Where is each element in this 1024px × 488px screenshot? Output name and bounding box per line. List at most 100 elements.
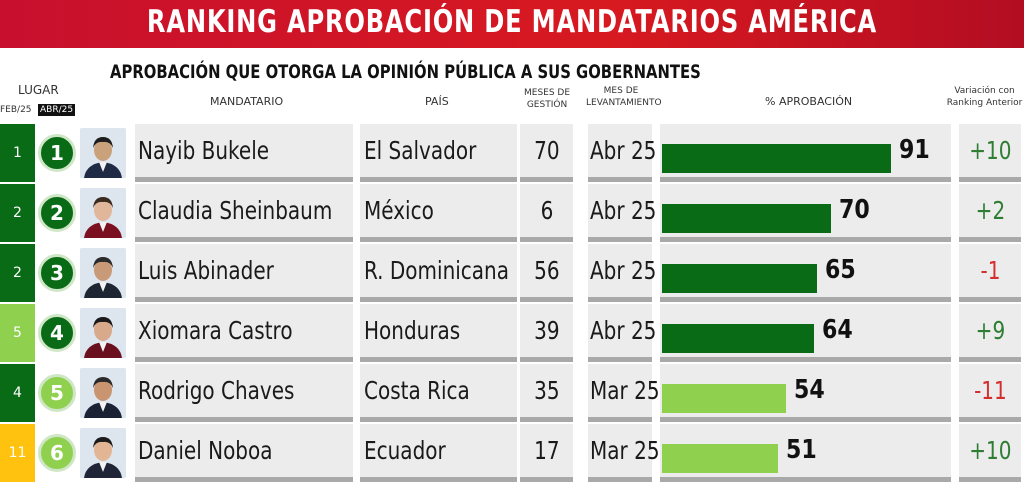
approval-value-text: 65: [825, 255, 856, 285]
approval-cell: 91: [660, 124, 951, 182]
subtitle: APROBACIÓN QUE OTORGA LA OPINIÓN PÚBLICA…: [110, 61, 701, 83]
lugar-header: LUGAR: [18, 83, 59, 97]
ranking-variation-text: +10: [968, 136, 1012, 165]
mandatario-header: MANDATARIO: [210, 95, 284, 108]
ranking-variation: +2: [959, 184, 1021, 242]
country-text: Costa Rica: [364, 376, 470, 405]
approval-bar: [662, 144, 891, 173]
approval-cell: 65: [660, 244, 951, 302]
previous-rank: 4: [0, 364, 35, 422]
previous-rank: 2: [0, 184, 35, 242]
months-in-office: 17: [520, 424, 573, 482]
leader-name-text: Luis Abinader: [138, 256, 274, 285]
approval-value: 51: [786, 435, 822, 465]
country-text: R. Dominicana: [364, 256, 509, 285]
survey-month-text: Mar 25: [590, 436, 660, 465]
leader-name-text: Claudia Sheinbaum: [138, 196, 333, 225]
approval-value-text: 64: [822, 315, 853, 345]
title-banner: RANKING APROBACIÓN DE MANDATARIOS AMÉRIC…: [0, 0, 1024, 52]
country-text: Ecuador: [364, 436, 446, 465]
ranking-variation-text: +2: [975, 196, 1005, 225]
avatar: [80, 248, 126, 298]
leader-name-text: Daniel Noboa: [138, 436, 273, 465]
leader-name: Xiomara Castro: [135, 304, 353, 362]
ranking-variation: +10: [959, 124, 1021, 182]
approval-value-text: 70: [839, 195, 870, 225]
survey-month: Abr 25: [588, 184, 656, 242]
pais-header: PAÍS: [425, 95, 449, 108]
months-in-office-text: 17: [533, 436, 560, 465]
approval-bar: [662, 384, 786, 413]
table-row: 5 4 Xiomara Castro Honduras 39 Abr 25 64 +9: [0, 304, 1024, 362]
country: R. Dominicana: [360, 244, 517, 302]
approval-cell: 54: [660, 364, 951, 422]
approval-value: 54: [794, 375, 830, 405]
approval-value: 65: [825, 255, 861, 285]
approval-value: 91: [899, 135, 935, 165]
months-in-office-text: 39: [533, 316, 560, 345]
current-rank-badge: 4: [38, 314, 76, 352]
mes-levantamiento-header: MES DE LEVANTAMIENTO: [586, 86, 662, 108]
leader-name: Nayib Bukele: [135, 124, 353, 182]
leader-name: Daniel Noboa: [135, 424, 353, 482]
approval-value-text: 91: [899, 135, 930, 165]
leader-name-text: Xiomara Castro: [138, 316, 293, 345]
table-row: 2 2 Claudia Sheinbaum México 6 Abr 25 70 +2: [0, 184, 1024, 242]
survey-month-text: Abr 25: [590, 196, 657, 225]
avatar: [80, 368, 126, 418]
country: Ecuador: [360, 424, 517, 482]
approval-bar: [662, 324, 814, 353]
ranking-variation-text: +9: [975, 316, 1005, 345]
current-period-header: ABR/25: [38, 104, 76, 116]
table-row: 4 5 Rodrigo Chaves Costa Rica 35 Mar 25 54 -11: [0, 364, 1024, 422]
previous-rank: 1: [0, 124, 35, 182]
previous-rank: 11: [0, 424, 35, 482]
survey-month: Abr 25: [588, 244, 656, 302]
months-in-office: 6: [520, 184, 573, 242]
country: El Salvador: [360, 124, 517, 182]
current-rank-badge: 2: [38, 194, 76, 232]
leader-name-text: Nayib Bukele: [138, 136, 270, 165]
aprobacion-header: % APROBACIÓN: [765, 95, 853, 108]
months-in-office: 70: [520, 124, 573, 182]
survey-month: Abr 25: [588, 304, 656, 362]
ranking-variation-text: +10: [968, 436, 1012, 465]
months-in-office: 39: [520, 304, 573, 362]
avatar: [80, 188, 126, 238]
current-rank-badge: 5: [38, 374, 76, 412]
months-in-office-text: 35: [533, 376, 560, 405]
survey-month-text: Abr 25: [590, 136, 657, 165]
previous-rank: 5: [0, 304, 35, 362]
table-row: 1 1 Nayib Bukele El Salvador 70 Abr 25 91 +10: [0, 124, 1024, 182]
ranking-variation: +9: [959, 304, 1021, 362]
avatar: [80, 128, 126, 178]
approval-cell: 51: [660, 424, 951, 482]
country: Honduras: [360, 304, 517, 362]
months-in-office-text: 70: [533, 136, 560, 165]
approval-value-text: 51: [786, 435, 817, 465]
approval-cell: 64: [660, 304, 951, 362]
banner-background: [0, 0, 1024, 48]
country-text: El Salvador: [364, 136, 477, 165]
page-title: RANKING APROBACIÓN DE MANDATARIOS AMÉRIC…: [146, 4, 878, 40]
survey-month-text: Mar 25: [590, 376, 660, 405]
approval-cell: 70: [660, 184, 951, 242]
approval-bar: [662, 444, 778, 473]
survey-month-text: Abr 25: [590, 316, 657, 345]
leader-name: Rodrigo Chaves: [135, 364, 353, 422]
leader-name-text: Rodrigo Chaves: [138, 376, 295, 405]
approval-value: 70: [839, 195, 875, 225]
country-text: México: [364, 196, 434, 225]
table-row: 11 6 Daniel Noboa Ecuador 17 Mar 25 51 +10: [0, 424, 1024, 482]
ranking-variation: -1: [959, 244, 1021, 302]
prev-period-header: FEB/25: [0, 105, 32, 115]
current-rank-badge: 3: [38, 254, 76, 292]
previous-rank: 2: [0, 244, 35, 302]
current-rank-badge: 6: [38, 434, 76, 472]
approval-value: 64: [822, 315, 858, 345]
survey-month: Abr 25: [588, 124, 656, 182]
approval-value-text: 54: [794, 375, 825, 405]
months-in-office-text: 6: [540, 196, 553, 225]
ranking-variation-text: -11: [973, 376, 1007, 405]
country-text: Honduras: [364, 316, 461, 345]
